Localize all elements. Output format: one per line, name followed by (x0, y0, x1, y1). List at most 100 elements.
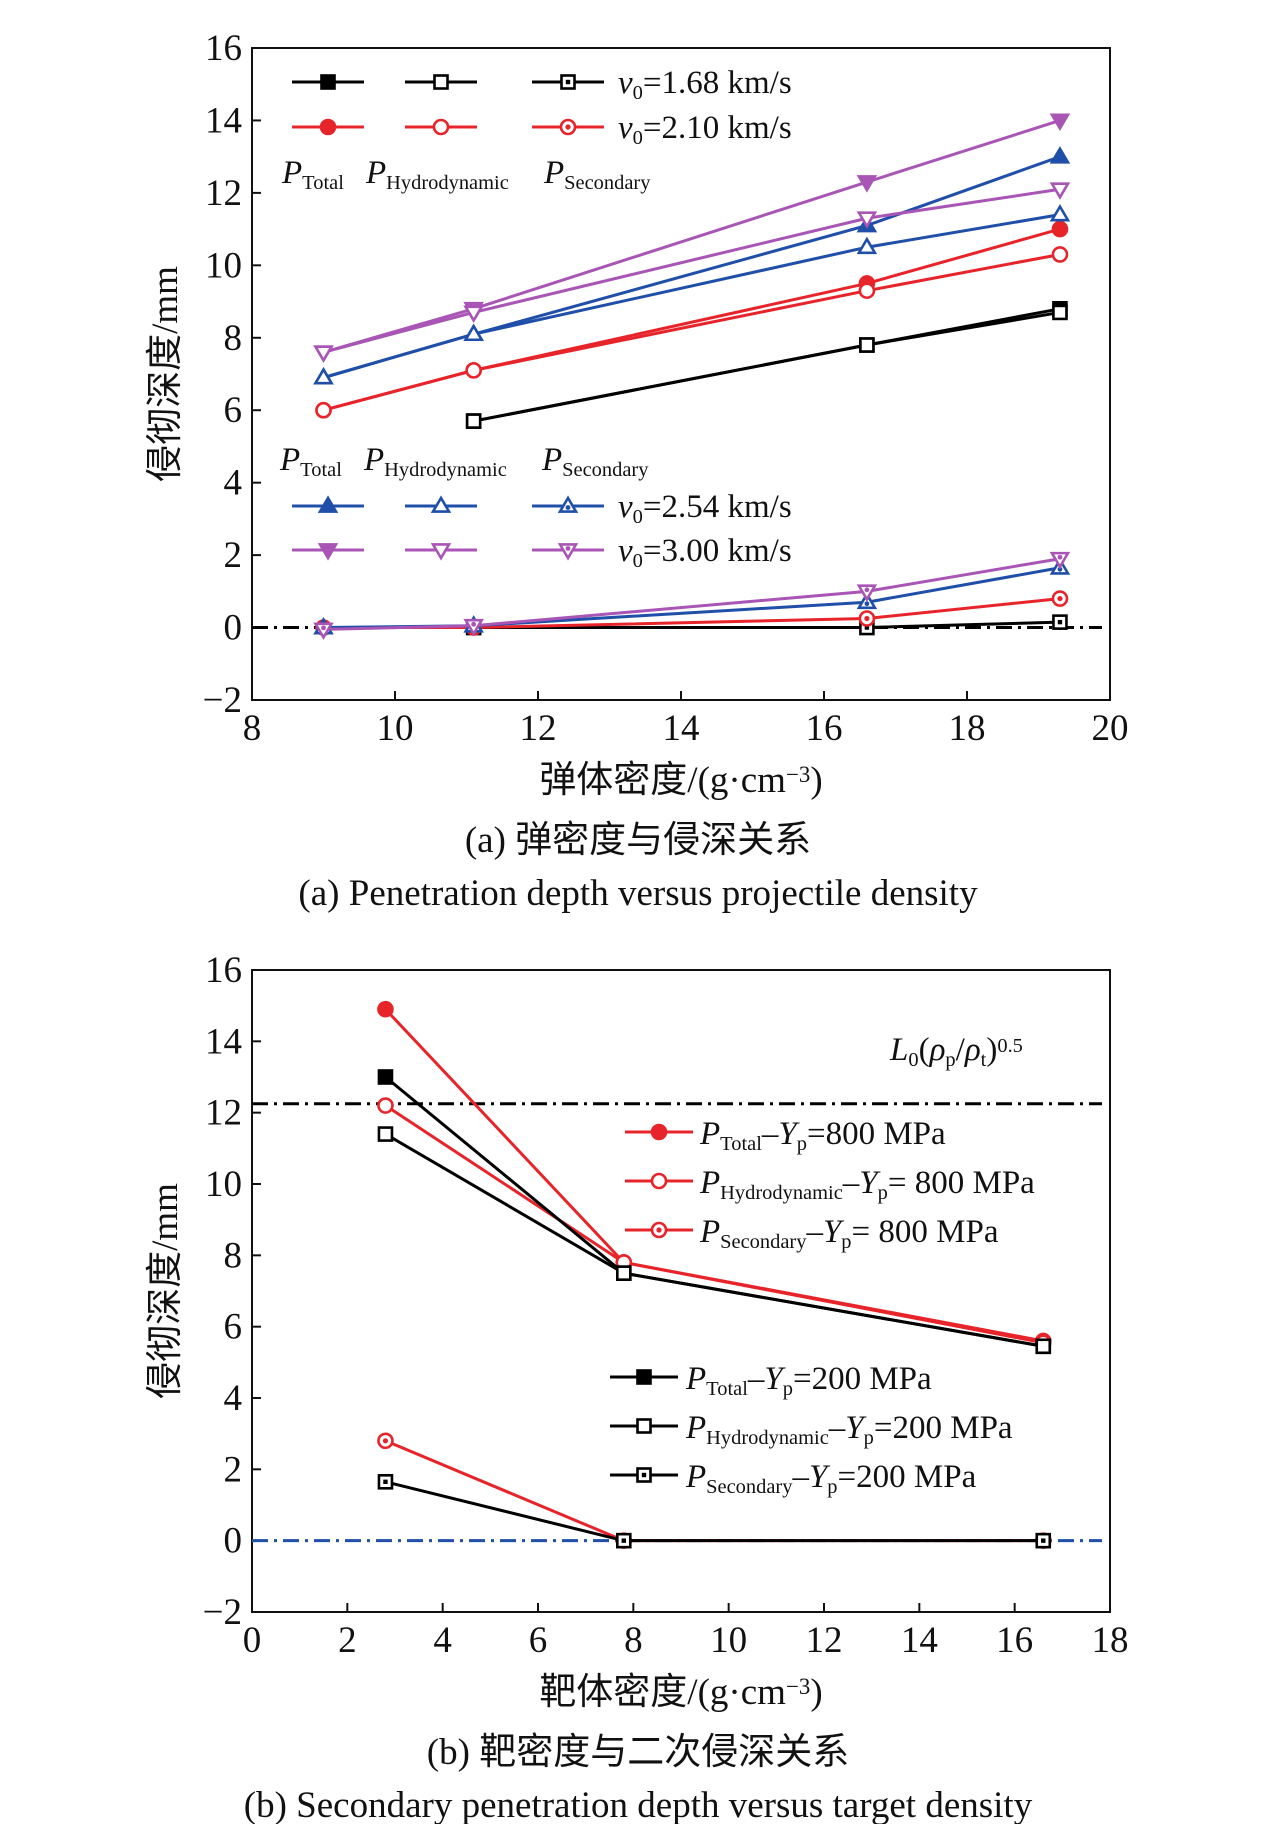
legend-sample-marker (430, 543, 452, 561)
series-11 (313, 551, 1071, 640)
legend-label: PSecondary–Yp= 800 MPa (699, 1214, 999, 1253)
data-point (377, 1069, 394, 1085)
x-tick-label: 6 (529, 1620, 548, 1661)
data-point (856, 584, 878, 602)
legend-velocity-label: v0=2.10 km/s (618, 110, 792, 149)
legend-sample-marker-dot (565, 505, 571, 510)
series-1 (465, 304, 1068, 429)
y-tick-label: 16 (205, 28, 242, 69)
caption-cn: (b) 靶密度与二次侵深关系 (427, 1731, 849, 1773)
series-line (323, 187, 1061, 354)
legend-sample-marker (432, 118, 450, 136)
y-tick-label: 8 (224, 318, 243, 359)
series-line (323, 119, 1061, 354)
data-point-dot (321, 625, 326, 631)
panel-a: 8 10 12 14 16 18 20 −2 0 2 4 6 8 10 12 14 16 侵彻深度/mm 弹体密度/… (144, 28, 1129, 914)
legend-velocity-label: v0=1.68 km/s (618, 65, 792, 104)
legend-column-label: PSecondary (543, 155, 651, 194)
y-tick-label: 14 (205, 100, 242, 141)
x-tick-label: 12 (806, 1620, 843, 1661)
x-tick-label: 2 (338, 1620, 357, 1661)
legend-column-label: PHydrodynamic (365, 155, 509, 194)
data-point (1049, 146, 1071, 164)
y-tick-label: 2 (224, 1449, 243, 1490)
x-tick-label: 8 (624, 1620, 643, 1661)
x-axis-label: 弹体密度/(g·cm−3) (539, 759, 822, 801)
x-tick-label: 12 (520, 708, 557, 749)
caption-en: (b) Secondary penetration depth versus t… (244, 1785, 1033, 1824)
legend-sample-marker-dot (565, 79, 571, 85)
data-point-dot (864, 615, 870, 622)
caption-cn: (a) 弹密度与侵深关系 (465, 819, 811, 861)
y-tick-label: 14 (205, 1021, 242, 1062)
legend-sample-marker (320, 74, 336, 90)
legend-sample-marker-dot (565, 546, 571, 551)
series-3 (315, 220, 1069, 419)
series-4 (315, 246, 1069, 419)
y-tick-label: 0 (224, 1521, 243, 1562)
legend-velocity-label: v0=2.54 km/s (618, 489, 792, 528)
data-point (463, 323, 484, 342)
legend-label: PHydrodynamic–Yp= 800 MPa (699, 1165, 1035, 1204)
x-tick-label: 10 (710, 1620, 747, 1661)
y-tick-label: −2 (203, 1592, 242, 1633)
x-tick-label: 14 (901, 1620, 938, 1661)
reference-line-label: L0(ρp/ρt)0.5 (889, 1032, 1023, 1071)
y-tick-label: 4 (224, 463, 243, 504)
y-axis-label: 侵彻深度/mm (144, 1183, 186, 1399)
data-point (463, 618, 484, 637)
caption-en: (a) Penetration depth versus projectile … (298, 873, 978, 914)
legend-label: PSecondary–Yp=200 MPa (685, 1459, 977, 1498)
data-point-dot (864, 625, 870, 630)
data-point-dot (471, 621, 477, 627)
data-point (1052, 304, 1068, 321)
data-point-dot (1057, 554, 1063, 560)
series-10 (313, 182, 1071, 363)
legend-column-label: PHydrodynamic (363, 442, 507, 481)
data-point (1035, 1338, 1052, 1355)
x-tick-label: 16 (996, 1620, 1033, 1661)
y-tick-label: 12 (205, 173, 242, 214)
y-tick-label: −2 (203, 680, 242, 721)
y-axis-label: 侵彻深度/mm (144, 266, 186, 482)
data-point (859, 337, 875, 353)
x-tick-label: 8 (243, 708, 262, 749)
x-tick-label: 20 (1092, 708, 1129, 749)
data-point (465, 362, 482, 379)
legend-sample-marker-dot (641, 1472, 647, 1478)
legend-sample-marker (557, 543, 579, 561)
legend-sample-marker (636, 1369, 652, 1385)
data-point (1051, 246, 1069, 263)
data-point-dot (864, 587, 870, 593)
x-tick-label: 16 (806, 708, 843, 749)
panel-b: 0 2 4 6 8 10 12 14 16 18−20246810121416侵彻深度/mm靶体密… (144, 950, 1129, 1824)
legend-sample-marker (557, 495, 579, 513)
data-point (856, 175, 878, 193)
y-tick-label: 6 (224, 390, 243, 431)
data-point (463, 305, 484, 323)
data-point (858, 282, 876, 299)
x-tick-label: 4 (433, 1620, 452, 1661)
series-5 (377, 1474, 1052, 1549)
legend-velocity-label: v0=3.00 km/s (618, 533, 792, 572)
legend-label: PTotal–Yp=800 MPa (699, 1116, 946, 1155)
x-tick-label: 18 (949, 708, 986, 749)
y-tick-label: 2 (224, 535, 243, 576)
data-point (1049, 204, 1071, 222)
y-tick-label: 16 (205, 950, 242, 991)
data-point (313, 367, 334, 385)
y-tick-label: 10 (205, 1164, 242, 1205)
data-point-dot (1057, 619, 1063, 625)
data-point (377, 1000, 394, 1018)
data-point-dot (382, 1438, 389, 1444)
data-point (1051, 220, 1069, 238)
legend-sample-marker (319, 118, 337, 136)
data-point (1049, 182, 1071, 200)
x-tick-label: 14 (663, 708, 700, 749)
x-tick-label: 0 (243, 1620, 262, 1661)
legend-sample-marker (650, 1172, 668, 1190)
data-point (615, 1265, 632, 1281)
legend-column-label: PSecondary (541, 442, 649, 481)
data-point-dot (864, 601, 870, 607)
